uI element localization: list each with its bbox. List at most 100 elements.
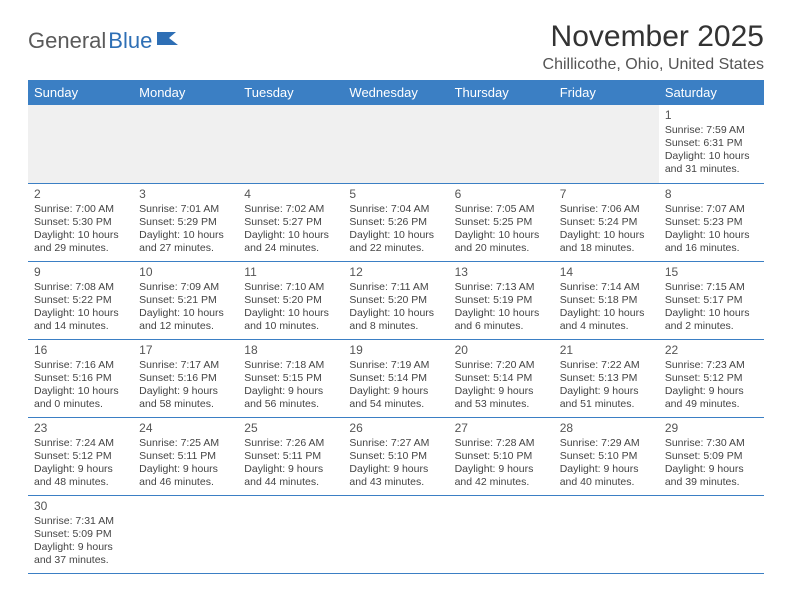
sunset: Sunset: 5:16 PM xyxy=(139,372,232,385)
calendar-cell: 6Sunrise: 7:05 AMSunset: 5:25 PMDaylight… xyxy=(449,183,554,261)
calendar-cell: 20Sunrise: 7:20 AMSunset: 5:14 PMDayligh… xyxy=(449,339,554,417)
sunrise: Sunrise: 7:05 AM xyxy=(455,203,548,216)
day-number: 21 xyxy=(560,343,653,358)
daylight: Daylight: 10 hours and 14 minutes. xyxy=(34,307,127,333)
sunset: Sunset: 5:24 PM xyxy=(560,216,653,229)
calendar-cell: 5Sunrise: 7:04 AMSunset: 5:26 PMDaylight… xyxy=(343,183,448,261)
sunrise: Sunrise: 7:23 AM xyxy=(665,359,758,372)
day-number: 25 xyxy=(244,421,337,436)
calendar-cell: 25Sunrise: 7:26 AMSunset: 5:11 PMDayligh… xyxy=(238,417,343,495)
calendar-cell: 26Sunrise: 7:27 AMSunset: 5:10 PMDayligh… xyxy=(343,417,448,495)
calendar-cell: 22Sunrise: 7:23 AMSunset: 5:12 PMDayligh… xyxy=(659,339,764,417)
day-number: 13 xyxy=(455,265,548,280)
calendar-cell xyxy=(133,495,238,573)
daylight: Daylight: 9 hours and 40 minutes. xyxy=(560,463,653,489)
sunrise: Sunrise: 7:07 AM xyxy=(665,203,758,216)
calendar-row: 30Sunrise: 7:31 AMSunset: 5:09 PMDayligh… xyxy=(28,495,764,573)
daylight: Daylight: 9 hours and 48 minutes. xyxy=(34,463,127,489)
day-number: 7 xyxy=(560,187,653,202)
daylight: Daylight: 10 hours and 24 minutes. xyxy=(244,229,337,255)
sunrise: Sunrise: 7:27 AM xyxy=(349,437,442,450)
sunset: Sunset: 5:15 PM xyxy=(244,372,337,385)
sunset: Sunset: 5:12 PM xyxy=(665,372,758,385)
sunrise: Sunrise: 7:00 AM xyxy=(34,203,127,216)
daylight: Daylight: 10 hours and 6 minutes. xyxy=(455,307,548,333)
sunrise: Sunrise: 7:31 AM xyxy=(34,515,127,528)
sunrise: Sunrise: 7:09 AM xyxy=(139,281,232,294)
calendar-cell xyxy=(449,105,554,183)
sunrise: Sunrise: 7:22 AM xyxy=(560,359,653,372)
daylight: Daylight: 10 hours and 18 minutes. xyxy=(560,229,653,255)
location: Chillicothe, Ohio, United States xyxy=(543,56,764,74)
month-title: November 2025 xyxy=(543,20,764,54)
day-number: 16 xyxy=(34,343,127,358)
calendar-cell: 12Sunrise: 7:11 AMSunset: 5:20 PMDayligh… xyxy=(343,261,448,339)
sunrise: Sunrise: 7:24 AM xyxy=(34,437,127,450)
sunset: Sunset: 5:16 PM xyxy=(34,372,127,385)
calendar-table: Sunday Monday Tuesday Wednesday Thursday… xyxy=(28,80,764,574)
day-number: 1 xyxy=(665,108,758,123)
daylight: Daylight: 9 hours and 44 minutes. xyxy=(244,463,337,489)
logo: GeneralBlue xyxy=(28,20,180,54)
calendar-cell: 17Sunrise: 7:17 AMSunset: 5:16 PMDayligh… xyxy=(133,339,238,417)
sunset: Sunset: 5:18 PM xyxy=(560,294,653,307)
sunrise: Sunrise: 7:14 AM xyxy=(560,281,653,294)
header: GeneralBlue November 2025 Chillicothe, O… xyxy=(28,20,764,74)
sunset: Sunset: 5:23 PM xyxy=(665,216,758,229)
sunset: Sunset: 5:10 PM xyxy=(455,450,548,463)
sunrise: Sunrise: 7:02 AM xyxy=(244,203,337,216)
calendar-row: 2Sunrise: 7:00 AMSunset: 5:30 PMDaylight… xyxy=(28,183,764,261)
daylight: Daylight: 9 hours and 58 minutes. xyxy=(139,385,232,411)
daylight: Daylight: 9 hours and 51 minutes. xyxy=(560,385,653,411)
calendar-cell: 11Sunrise: 7:10 AMSunset: 5:20 PMDayligh… xyxy=(238,261,343,339)
calendar-cell: 19Sunrise: 7:19 AMSunset: 5:14 PMDayligh… xyxy=(343,339,448,417)
weekday-header-row: Sunday Monday Tuesday Wednesday Thursday… xyxy=(28,80,764,105)
calendar-cell: 30Sunrise: 7:31 AMSunset: 5:09 PMDayligh… xyxy=(28,495,133,573)
sunrise: Sunrise: 7:19 AM xyxy=(349,359,442,372)
sunrise: Sunrise: 7:28 AM xyxy=(455,437,548,450)
daylight: Daylight: 9 hours and 37 minutes. xyxy=(34,541,127,567)
daylight: Daylight: 10 hours and 2 minutes. xyxy=(665,307,758,333)
day-number: 8 xyxy=(665,187,758,202)
logo-text-1: General xyxy=(28,28,106,54)
weekday-header: Sunday xyxy=(28,80,133,105)
flag-icon xyxy=(156,28,180,54)
weekday-header: Friday xyxy=(554,80,659,105)
calendar-cell: 15Sunrise: 7:15 AMSunset: 5:17 PMDayligh… xyxy=(659,261,764,339)
daylight: Daylight: 9 hours and 42 minutes. xyxy=(455,463,548,489)
day-number: 3 xyxy=(139,187,232,202)
calendar-cell: 14Sunrise: 7:14 AMSunset: 5:18 PMDayligh… xyxy=(554,261,659,339)
sunset: Sunset: 5:09 PM xyxy=(34,528,127,541)
calendar-cell: 2Sunrise: 7:00 AMSunset: 5:30 PMDaylight… xyxy=(28,183,133,261)
sunrise: Sunrise: 7:16 AM xyxy=(34,359,127,372)
calendar-cell xyxy=(449,495,554,573)
sunrise: Sunrise: 7:59 AM xyxy=(665,124,758,137)
calendar-cell xyxy=(659,495,764,573)
daylight: Daylight: 10 hours and 16 minutes. xyxy=(665,229,758,255)
day-number: 5 xyxy=(349,187,442,202)
sunset: Sunset: 5:25 PM xyxy=(455,216,548,229)
day-number: 27 xyxy=(455,421,548,436)
day-number: 10 xyxy=(139,265,232,280)
daylight: Daylight: 9 hours and 43 minutes. xyxy=(349,463,442,489)
day-number: 15 xyxy=(665,265,758,280)
sunset: Sunset: 5:09 PM xyxy=(665,450,758,463)
calendar-cell: 3Sunrise: 7:01 AMSunset: 5:29 PMDaylight… xyxy=(133,183,238,261)
sunset: Sunset: 5:13 PM xyxy=(560,372,653,385)
day-number: 29 xyxy=(665,421,758,436)
calendar-cell: 1Sunrise: 7:59 AMSunset: 6:31 PMDaylight… xyxy=(659,105,764,183)
calendar-row: 23Sunrise: 7:24 AMSunset: 5:12 PMDayligh… xyxy=(28,417,764,495)
daylight: Daylight: 9 hours and 53 minutes. xyxy=(455,385,548,411)
sunset: Sunset: 5:19 PM xyxy=(455,294,548,307)
calendar-cell: 28Sunrise: 7:29 AMSunset: 5:10 PMDayligh… xyxy=(554,417,659,495)
daylight: Daylight: 9 hours and 46 minutes. xyxy=(139,463,232,489)
sunset: Sunset: 5:14 PM xyxy=(455,372,548,385)
day-number: 9 xyxy=(34,265,127,280)
daylight: Daylight: 10 hours and 22 minutes. xyxy=(349,229,442,255)
day-number: 17 xyxy=(139,343,232,358)
day-number: 22 xyxy=(665,343,758,358)
calendar-cell: 29Sunrise: 7:30 AMSunset: 5:09 PMDayligh… xyxy=(659,417,764,495)
sunrise: Sunrise: 7:17 AM xyxy=(139,359,232,372)
sunrise: Sunrise: 7:25 AM xyxy=(139,437,232,450)
weekday-header: Wednesday xyxy=(343,80,448,105)
